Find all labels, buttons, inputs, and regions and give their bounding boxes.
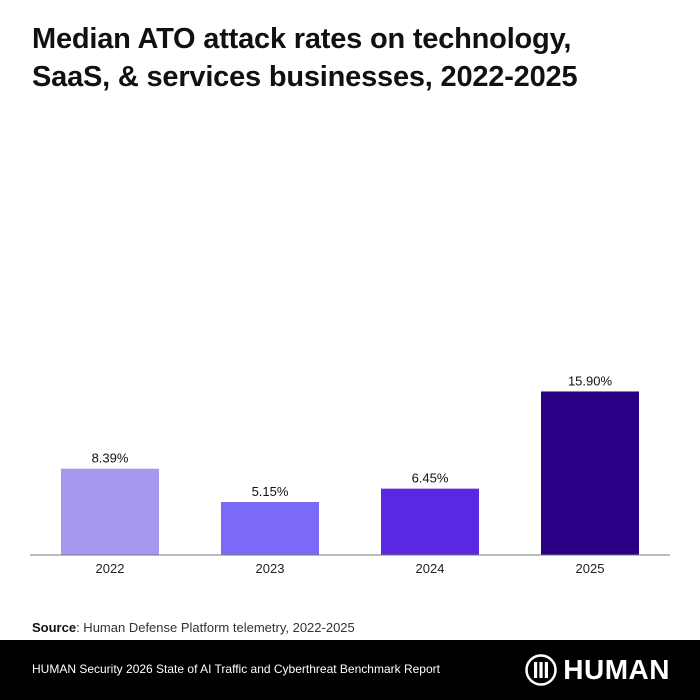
x-tick-label-2024: 2024 xyxy=(416,561,445,576)
footer-bar: HUMAN Security 2026 State of AI Traffic … xyxy=(0,640,700,700)
chart-title: Median ATO attack rates on technology, S… xyxy=(32,20,672,96)
data-label-2024: 6.45% xyxy=(412,471,449,486)
bar-2024 xyxy=(381,488,479,555)
footer-report-title: HUMAN Security 2026 State of AI Traffic … xyxy=(32,662,440,676)
x-tick-label-2022: 2022 xyxy=(96,561,125,576)
chart-title-line-2: SaaS, & services businesses, 2022-2025 xyxy=(32,61,578,93)
human-logo-icon xyxy=(525,654,558,686)
human-logo-wordmark: HUMAN xyxy=(563,654,670,685)
x-tick-label-2023: 2023 xyxy=(256,561,285,576)
bar-2025 xyxy=(541,391,639,555)
data-label-2025: 15.90% xyxy=(568,373,613,388)
data-label-2023: 5.15% xyxy=(252,484,289,499)
source-text: : Human Defense Platform telemetry, 2022… xyxy=(76,620,355,635)
bar-2022 xyxy=(61,468,159,555)
data-label-2022: 8.39% xyxy=(92,451,129,466)
x-tick-label-2025: 2025 xyxy=(576,561,605,576)
chart-title-line-1: Median ATO attack rates on technology, xyxy=(32,23,572,55)
human-logo: HUMAN xyxy=(525,654,670,686)
bar-2023 xyxy=(221,502,319,555)
source-note: Source: Human Defense Platform telemetry… xyxy=(32,620,355,635)
source-label: Source xyxy=(32,620,77,635)
bar-chart: 8.39% 2022 5.15% 2023 6.45% 2024 15.90% 2025 xyxy=(30,373,670,576)
